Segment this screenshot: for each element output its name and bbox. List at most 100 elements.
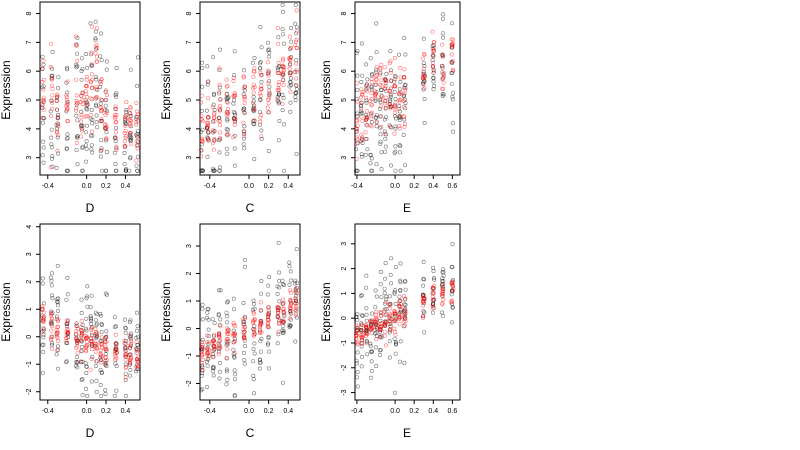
data-point [360,73,365,78]
y-tick-label: 3 [26,156,33,160]
data-point [354,81,359,86]
data-point [124,364,129,369]
data-point [232,91,237,96]
data-point [241,74,246,79]
data-point [430,29,435,34]
data-point [369,77,374,82]
data-point [355,339,360,344]
data-point [281,330,286,335]
data-point [206,130,211,135]
data-point [287,264,292,269]
data-point [80,322,85,327]
data-point [259,336,264,341]
data-point [50,49,55,54]
data-point [266,149,271,154]
data-point [122,317,127,322]
data-point [113,104,118,109]
data-point [79,69,84,74]
data-point [49,41,54,46]
data-point [83,130,88,135]
data-point [128,137,133,142]
data-point [359,364,364,369]
data-point [365,86,370,91]
data-point [280,73,285,78]
data-point [258,25,263,30]
data-point [84,51,89,56]
data-point [135,168,140,173]
y-tick-label: -1 [26,361,33,367]
data-point [104,136,109,141]
data-point [56,124,61,129]
data-point [84,103,89,108]
data-point [75,354,80,359]
data-point [242,361,247,366]
data-point [103,362,108,367]
data-point [84,326,89,331]
data-point [431,285,436,290]
data-point [103,168,108,173]
y-tick-label: -1 [341,340,348,346]
data-point [200,317,205,322]
data-point [282,313,287,318]
data-point [393,77,398,82]
data-point [74,65,79,70]
data-point [48,321,53,326]
data-point [355,342,360,347]
data-point [211,339,216,344]
y-axis-label: Expression [0,282,13,341]
data-point [384,115,389,120]
data-point [218,346,223,351]
data-point [252,55,257,60]
data-point [379,62,384,67]
data-point [79,123,84,128]
data-point [392,390,397,395]
data-point [41,318,46,323]
data-point [251,90,256,95]
data-point [75,51,80,56]
data-point [441,270,446,275]
data-point [74,93,79,98]
data-point [225,320,230,325]
data-point [276,41,281,46]
data-point [258,122,263,127]
data-point [397,118,402,123]
data-point [287,34,292,39]
data-point [402,36,407,41]
data-point [293,91,298,96]
data-point [373,99,378,104]
data-point [449,52,454,57]
data-point [54,99,59,104]
data-point [224,382,229,387]
x-tick-label: 0.4 [121,183,131,190]
data-point [266,73,271,78]
data-point [65,136,70,141]
data-point [440,42,445,47]
data-point [225,132,230,137]
data-point [205,306,210,311]
data-point [277,270,282,275]
data-point [288,100,293,105]
data-point [241,327,246,332]
data-point [128,373,133,378]
data-point [55,325,60,330]
data-point [93,19,98,24]
data-point [430,64,435,69]
x-axis-label: E [403,201,411,215]
data-point [206,96,211,101]
data-point [128,156,133,161]
red-points [40,24,141,170]
data-point [364,82,369,87]
data-point [379,124,384,129]
data-point [56,319,61,324]
data-point [50,75,55,80]
data-point [41,326,46,331]
data-point [65,106,70,111]
data-point [374,113,379,118]
x-axis-ticks: -0.4 0.0 0.2 0.4 0.6 [351,400,457,415]
data-point [383,313,388,318]
data-point [199,349,204,354]
x-tick-label: 0.2 [101,183,111,190]
data-point [200,363,205,368]
data-point [440,70,445,75]
data-point [200,168,205,173]
